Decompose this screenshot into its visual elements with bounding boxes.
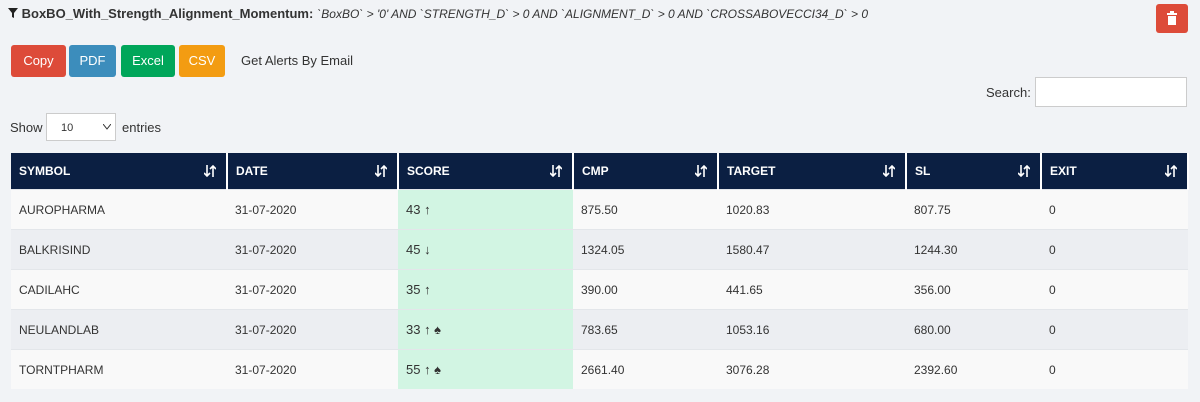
table-cell: AUROPHARMA <box>11 189 227 230</box>
sort-icon <box>1165 165 1177 177</box>
sort-icon <box>1018 165 1030 177</box>
column-title: CMP <box>582 164 609 178</box>
table-cell: 2661.40 <box>573 349 718 389</box>
query: `BoxBO` > '0' AND `STRENGTH_D` > 0 AND `… <box>317 7 869 21</box>
table-cell: 31-07-2020 <box>227 309 398 350</box>
table-cell: 31-07-2020 <box>227 269 398 310</box>
table-cell: 33 ↑ ♠ <box>398 309 573 350</box>
column-title: TARGET <box>727 164 776 178</box>
pdf-button[interactable]: PDF <box>69 45 116 77</box>
caret <box>103 124 111 130</box>
table-cell: NEULANDLAB <box>11 309 227 350</box>
column-title: DATE <box>236 164 268 178</box>
delete-button[interactable] <box>1156 4 1188 33</box>
table-body: AUROPHARMA 31-07-2020 43 ↑ 875.50 1020.83 807… <box>11 189 1188 389</box>
sort-icon <box>204 165 216 177</box>
column-title: EXIT <box>1050 164 1077 178</box>
table-row: CADILAHC 31-07-2020 35 ↑ 390.00 441.65 356.00… <box>11 269 1188 310</box>
alerts-link[interactable]: Get Alerts By Email <box>241 53 353 68</box>
table-row: NEULANDLAB 31-07-2020 33 ↑ ♠ 783.65 1053.16 6… <box>11 309 1188 350</box>
column-header[interactable]: CMP <box>573 153 719 190</box>
table-cell: 0 <box>1041 189 1188 230</box>
table-cell: 31-07-2020 <box>227 189 398 230</box>
filter-title: BoxBO_With_Strength_Alignment_Momentum: `… <box>8 6 868 21</box>
column-header[interactable]: SL <box>906 153 1042 190</box>
table-cell: 441.65 <box>718 269 906 310</box>
show-label: Show <box>10 120 43 135</box>
trash-icon <box>1167 11 1177 25</box>
search-label: Search: <box>986 85 1031 100</box>
table-cell: 875.50 <box>573 189 718 230</box>
results-table: SYMBOL DATE SCORE CMP TARGET SL EXIT AUROPHARM… <box>11 153 1189 389</box>
table-cell: 783.65 <box>573 309 718 350</box>
table-cell: 1580.47 <box>718 229 906 270</box>
table-cell: 31-07-2020 <box>227 349 398 389</box>
table-cell: 807.75 <box>906 189 1041 230</box>
table-cell: 390.00 <box>573 269 718 310</box>
column-title: SYMBOL <box>19 164 71 178</box>
table-cell: 31-07-2020 <box>227 229 398 270</box>
column-header[interactable]: EXIT <box>1041 153 1189 190</box>
excel-button[interactable]: Excel <box>121 45 175 77</box>
table-cell: 0 <box>1041 229 1188 270</box>
sort-icon <box>375 165 387 177</box>
table-cell: 1053.16 <box>718 309 906 350</box>
csv-button[interactable]: CSV <box>179 45 225 77</box>
filter-icon <box>8 8 18 18</box>
sort-icon <box>550 165 562 177</box>
table-cell: 1324.05 <box>573 229 718 270</box>
table-cell: 2392.60 <box>906 349 1041 389</box>
table-cell: 356.00 <box>906 269 1041 310</box>
column-header[interactable]: SCORE <box>398 153 574 190</box>
entries-label: entries <box>122 120 162 135</box>
table-row: BALKRISIND 31-07-2020 45 ↓ 1324.05 1580.47 12… <box>11 229 1188 270</box>
table-cell: 55 ↑ ♠ <box>398 349 573 389</box>
table-cell: TORNTPHARM <box>11 349 227 389</box>
table-cell: 680.00 <box>906 309 1041 350</box>
header-row: SYMBOL DATE SCORE CMP TARGET SL EXIT <box>11 153 1189 190</box>
table-cell: 45 ↓ <box>398 229 573 270</box>
length-value: 10 <box>61 122 74 134</box>
table-cell: 3076.28 <box>718 349 906 389</box>
column-header[interactable]: TARGET <box>718 153 907 190</box>
table-row: AUROPHARMA 31-07-2020 43 ↑ 875.50 1020.83 807… <box>11 189 1188 230</box>
sort-icon <box>695 165 707 177</box>
table-cell: BALKRISIND <box>11 229 227 270</box>
table-cell: CADILAHC <box>11 269 227 310</box>
table-row: TORNTPHARM 31-07-2020 55 ↑ ♠ 2661.40 3076.28… <box>11 349 1188 389</box>
search-input[interactable] <box>1035 77 1187 107</box>
sort-icon <box>883 165 895 177</box>
table-cell: 1020.83 <box>718 189 906 230</box>
copy-button[interactable]: Copy <box>11 45 66 77</box>
table-cell: 43 ↑ <box>398 189 573 230</box>
column-header[interactable]: SYMBOL <box>11 153 228 190</box>
table-cell: 1244.30 <box>906 229 1041 270</box>
column-header[interactable]: DATE <box>227 153 399 190</box>
column-title: SCORE <box>407 164 450 178</box>
table-cell: 0 <box>1041 309 1188 350</box>
table-cell: 35 ↑ <box>398 269 573 310</box>
length-select[interactable]: 10 <box>46 113 116 141</box>
column-title: SL <box>915 164 931 178</box>
table-cell: 0 <box>1041 349 1188 389</box>
strategy-name: BoxBO_With_Strength_Alignment_Momentum: <box>21 6 314 21</box>
table-cell: 0 <box>1041 269 1188 310</box>
